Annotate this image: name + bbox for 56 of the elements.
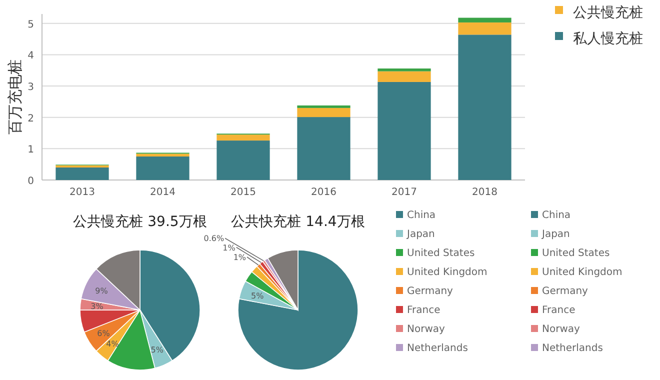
legend-label: France	[407, 305, 440, 316]
legend-label: Netherlands	[542, 343, 603, 354]
legend-label: China	[407, 210, 436, 221]
legend-label: 公共慢充桩	[573, 5, 643, 21]
legend-label: Netherlands	[407, 343, 468, 354]
data-label: 0.6%	[204, 234, 224, 244]
legend-label: China	[542, 210, 571, 221]
legend-label: Germany	[407, 286, 454, 297]
bar	[216, 140, 270, 180]
data-label: 9%	[95, 286, 108, 296]
y-tick-label: 4	[28, 50, 34, 62]
legend-label: United States	[407, 248, 475, 259]
y-axis-title: 百万充电桩	[6, 60, 24, 134]
legend-label: 私人慢充桩	[573, 31, 643, 47]
y-tick-label: 1	[28, 144, 34, 156]
bar	[297, 108, 350, 118]
bar	[458, 22, 512, 35]
bar	[458, 18, 512, 22]
bar	[297, 105, 350, 108]
x-tick-label: 2016	[311, 187, 336, 198]
x-tick-label: 2014	[150, 187, 176, 198]
y-tick-label: 2	[28, 113, 34, 124]
legend-label: United States	[542, 248, 610, 259]
data-label: 5%	[251, 291, 264, 300]
y-tick-label: 5	[28, 19, 34, 30]
chart-title: 公共快充桩 14.4万根	[231, 214, 365, 230]
legend-label: Japan	[406, 229, 435, 240]
bar	[378, 68, 431, 72]
legend-label: Japan	[541, 229, 570, 240]
legend-label: Norway	[542, 324, 580, 335]
data-label: 4%	[106, 339, 120, 348]
x-tick-label: 2015	[230, 187, 256, 198]
data-label: 3%	[90, 302, 104, 311]
data-label: 1%	[222, 243, 236, 252]
legend-label: Norway	[407, 324, 446, 335]
y-tick-label: 3	[28, 82, 34, 94]
x-tick-label: 2013	[70, 187, 95, 198]
legend-label: France	[542, 305, 576, 316]
bar	[297, 117, 350, 180]
bar	[378, 82, 431, 180]
x-tick-label: 2017	[392, 187, 417, 198]
bar	[458, 34, 512, 180]
data-label: 1%	[233, 252, 246, 262]
chart-title: 公共慢充桩 39.5万根	[73, 214, 207, 230]
data-label: 5%	[150, 346, 164, 355]
bar	[378, 71, 431, 82]
legend-label: Germany	[542, 286, 588, 297]
bar	[216, 134, 270, 141]
legend-label: United Kingdom	[407, 267, 488, 278]
data-label: 6%	[97, 329, 110, 338]
legend-label: United Kingdom	[542, 267, 622, 278]
bar	[136, 156, 190, 180]
bar	[136, 154, 190, 157]
x-tick-label: 2018	[472, 187, 498, 198]
y-tick-label: 0	[28, 176, 34, 187]
bar	[56, 167, 109, 180]
